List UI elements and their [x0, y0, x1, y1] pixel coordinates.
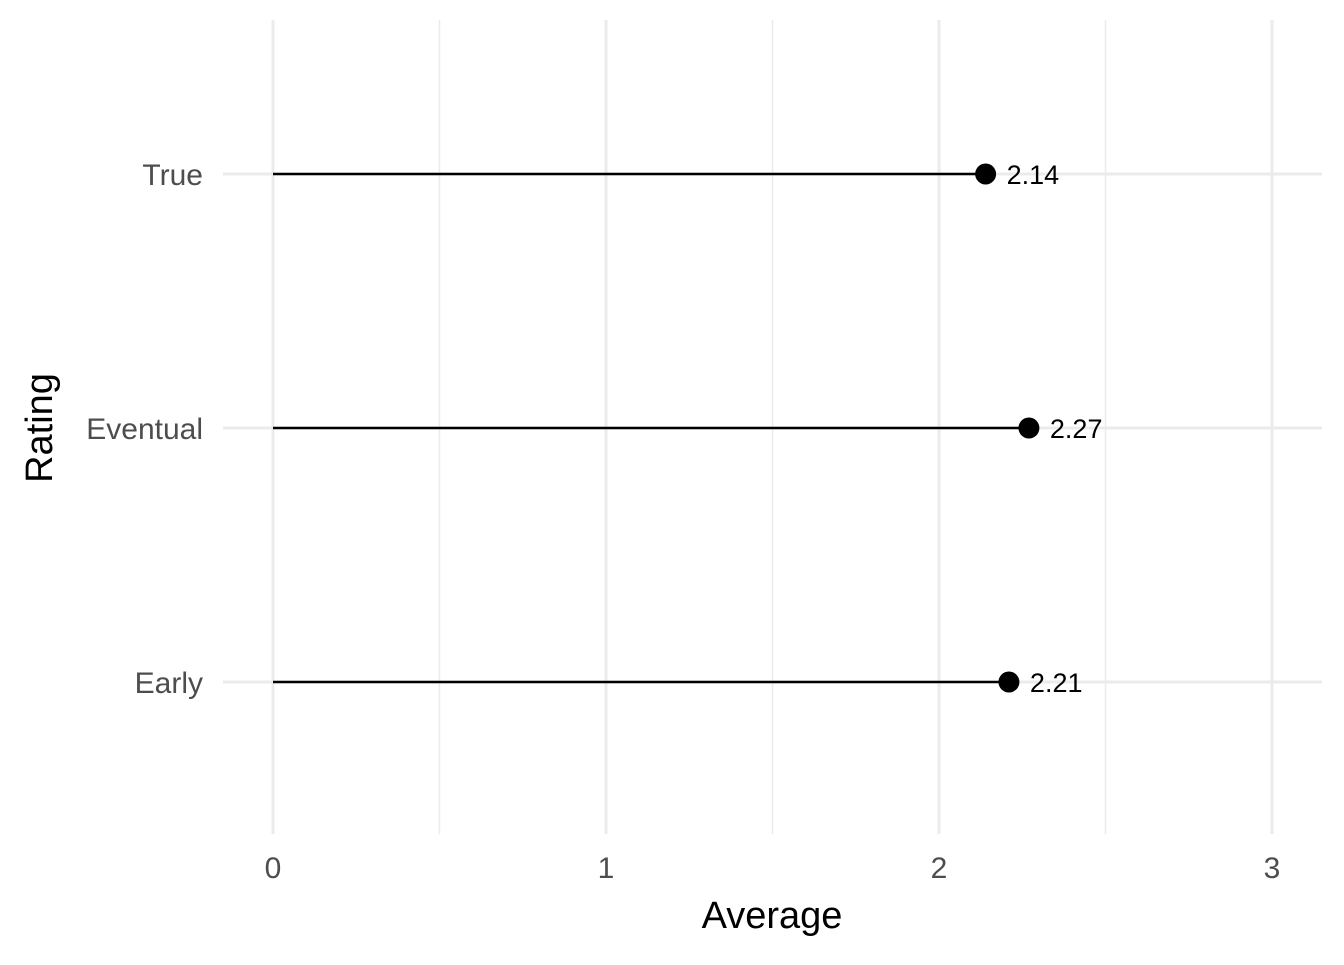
- y-tick-label: Early: [135, 667, 203, 700]
- x-tick-label: 0: [265, 852, 282, 885]
- data-label: 2.14: [1007, 160, 1060, 190]
- x-axis-title: Average: [702, 895, 843, 937]
- y-axis-title: Rating: [19, 373, 61, 483]
- lollipop-point: [1018, 417, 1040, 439]
- marks-layer: [273, 163, 1040, 693]
- x-tick-label: 2: [931, 852, 948, 885]
- lollipop-point: [998, 671, 1020, 693]
- lollipop-point: [975, 163, 997, 185]
- labels-layer: 0 1 2 3 Early Eventual True 2.21 2.27 2.14: [86, 159, 1280, 885]
- y-tick-label: True: [142, 159, 203, 192]
- x-tick-label: 3: [1264, 852, 1281, 885]
- y-tick-label: Eventual: [86, 413, 203, 446]
- data-label: 2.27: [1050, 414, 1103, 444]
- x-tick-label: 1: [598, 852, 615, 885]
- data-label: 2.21: [1030, 668, 1083, 698]
